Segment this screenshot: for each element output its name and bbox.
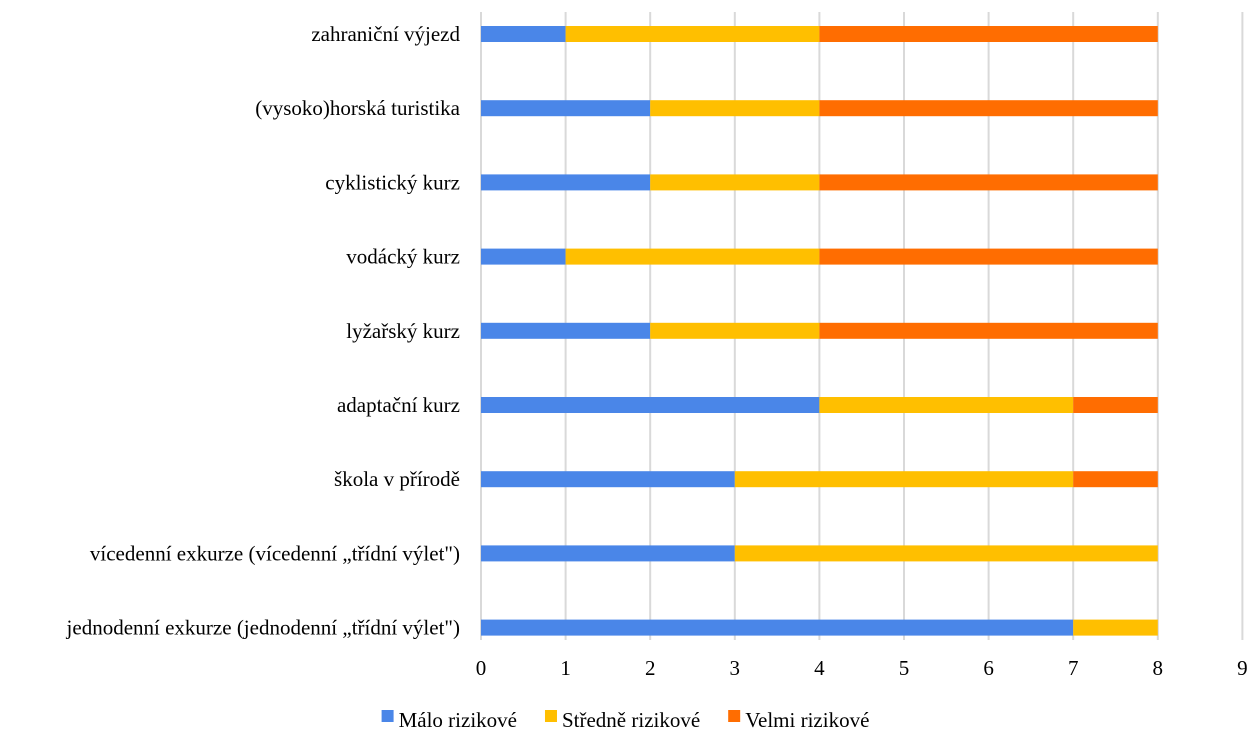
bar-segment	[734, 471, 1074, 488]
x-tick-label: 9	[1237, 656, 1248, 680]
x-tick-label: 6	[983, 656, 994, 680]
legend-label: Velmi rizikové	[745, 708, 869, 732]
bar-segment	[481, 322, 651, 339]
category-label: lyžařský kurz	[346, 319, 460, 343]
x-tick-label: 4	[814, 656, 825, 680]
legend: Málo rizikové Středně rizikové Velmi rizik…	[381, 708, 869, 732]
bar-segment	[565, 248, 820, 265]
bar-segment	[1073, 619, 1158, 636]
x-tick-label: 5	[899, 656, 910, 680]
bar-segment	[819, 397, 1074, 413]
bar-segment	[819, 322, 1158, 339]
bar-segment	[650, 174, 820, 191]
category-labels: jednodenní exkurze (jednodenní „třídní v…	[66, 22, 461, 640]
category-label: vodácký kurz	[346, 245, 460, 269]
category-label: škola v přírodě	[334, 467, 460, 491]
bars	[481, 26, 1158, 636]
bar-segment	[565, 26, 820, 42]
legend-label: Málo rizikové	[399, 708, 517, 732]
bar-segment	[481, 174, 651, 191]
bar-segment	[819, 174, 1158, 191]
legend-swatch	[381, 710, 394, 722]
legend-swatch	[728, 710, 741, 722]
bar-segment	[650, 100, 820, 117]
x-tick-label: 2	[645, 656, 656, 680]
x-tick-label: 7	[1068, 656, 1079, 680]
category-label: zahraniční výjezd	[311, 22, 460, 46]
bar-segment	[734, 545, 1158, 562]
bar-segment	[819, 100, 1158, 117]
category-label: adaptační kurz	[337, 393, 460, 417]
bar-segment	[481, 26, 566, 42]
bar-segment	[481, 471, 735, 488]
bar-segment	[481, 619, 1074, 636]
category-label: vícedenní exkurze (vícedenní „třídní výl…	[90, 541, 460, 565]
bar-segment	[481, 100, 651, 117]
category-label: cyklistický kurz	[325, 170, 460, 194]
bar-segment	[481, 545, 735, 562]
category-label: jednodenní exkurze (jednodenní „třídní v…	[66, 616, 460, 640]
x-tick-label: 8	[1153, 656, 1164, 680]
bar-segment	[1073, 471, 1158, 488]
bar-segment	[1073, 397, 1158, 413]
x-tick-label: 1	[560, 656, 571, 680]
x-axis-tick-labels: 0 1 2 3 4 5 6 7 8 9	[476, 656, 1248, 680]
category-label: (vysoko)horská turistika	[255, 96, 460, 120]
x-tick-label: 0	[476, 656, 487, 680]
legend-swatch	[544, 710, 557, 722]
legend-label: Středně rizikové	[562, 708, 700, 732]
bar-segment	[481, 397, 820, 413]
bar-segment	[819, 26, 1158, 42]
bar-segment	[650, 322, 820, 339]
bar-segment	[819, 248, 1158, 265]
bar-segment	[481, 248, 566, 265]
x-tick-label: 3	[730, 656, 741, 680]
